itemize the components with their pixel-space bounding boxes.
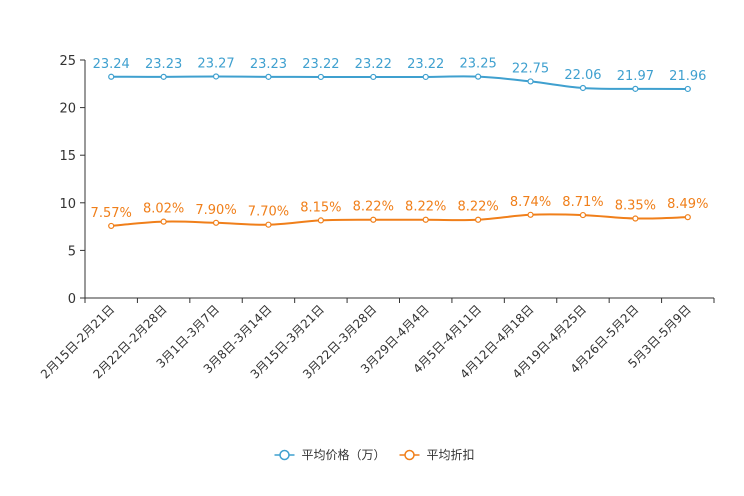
data-label: 8.22% — [457, 200, 498, 215]
series-line-0 — [111, 75, 688, 90]
data-point[interactable] — [212, 219, 220, 226]
data-label: 23.23 — [145, 57, 182, 72]
data-point[interactable] — [632, 85, 639, 92]
data-point[interactable] — [579, 211, 587, 219]
legend-marker — [404, 449, 415, 461]
data-point[interactable] — [265, 221, 272, 228]
data-point[interactable] — [527, 211, 534, 218]
data-label: 8.15% — [300, 200, 341, 215]
y-tick-label: 0 — [68, 292, 76, 307]
data-point[interactable] — [422, 73, 429, 81]
data-label: 8.35% — [615, 199, 656, 214]
data-label: 23.24 — [93, 57, 130, 72]
data-label: 21.96 — [669, 69, 706, 84]
data-point[interactable] — [579, 84, 587, 92]
data-point[interactable] — [317, 217, 324, 224]
data-point[interactable] — [632, 215, 639, 222]
data-point[interactable] — [475, 216, 482, 223]
data-point[interactable] — [684, 85, 691, 93]
data-point[interactable] — [317, 73, 324, 81]
data-label: 8.49% — [667, 197, 708, 212]
data-point[interactable] — [108, 222, 115, 230]
data-label: 23.23 — [250, 57, 287, 72]
series-line-1 — [111, 213, 688, 227]
data-label: 23.25 — [460, 57, 497, 72]
data-label: 23.22 — [302, 57, 339, 72]
y-tick-label: 5 — [68, 244, 76, 259]
chart-legend[interactable]: 平均价格（万） 平均折扣 — [274, 447, 475, 462]
data-label: 22.06 — [564, 68, 601, 83]
y-tick-label: 15 — [59, 149, 76, 164]
data-point[interactable] — [160, 73, 167, 80]
data-point[interactable] — [527, 78, 534, 85]
data-label: 7.90% — [195, 203, 236, 218]
y-tick-label: 25 — [59, 54, 76, 69]
data-point[interactable] — [212, 73, 220, 80]
data-labels-layer: 23.24 23.23 23.27 23.23 23.22 23.22 23.22 23.25… — [91, 56, 709, 220]
data-label: 7.70% — [248, 205, 289, 220]
data-label: 23.22 — [407, 57, 444, 72]
data-label: 8.22% — [405, 200, 446, 215]
data-point[interactable] — [422, 216, 429, 223]
series-layer — [108, 73, 691, 230]
data-label: 21.97 — [617, 69, 654, 84]
data-point[interactable] — [475, 73, 482, 80]
y-tick-label: 10 — [59, 197, 76, 212]
data-label: 8.22% — [353, 200, 394, 215]
data-point[interactable] — [160, 218, 167, 225]
data-label: 7.57% — [91, 206, 132, 221]
data-point[interactable] — [370, 73, 377, 81]
data-point[interactable] — [684, 214, 691, 221]
data-label: 23.22 — [355, 57, 392, 72]
data-label: 23.27 — [197, 56, 234, 71]
data-label: 22.75 — [512, 61, 549, 76]
legend-item-1[interactable]: 平均折扣 — [399, 447, 475, 462]
data-point[interactable] — [370, 216, 377, 223]
data-point[interactable] — [108, 73, 115, 80]
legend-label: 平均价格（万） — [302, 447, 386, 462]
data-label: 8.74% — [510, 195, 551, 210]
legend-label: 平均折扣 — [427, 447, 475, 462]
data-label: 8.02% — [143, 202, 184, 217]
y-tick-label: 20 — [59, 102, 76, 117]
data-point[interactable] — [265, 73, 272, 80]
data-label: 8.71% — [562, 195, 603, 210]
legend-marker — [279, 449, 290, 461]
legend-item-0[interactable]: 平均价格（万） — [274, 447, 386, 462]
